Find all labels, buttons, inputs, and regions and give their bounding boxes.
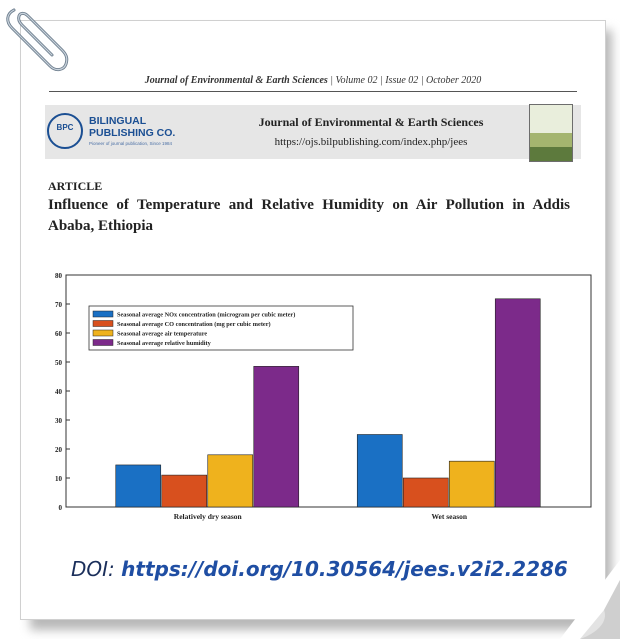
bar-2-1	[356, 434, 403, 508]
logo-circle-icon	[47, 113, 83, 149]
banner-journal-title: Journal of Environmental & Earth Science…	[258, 115, 484, 129]
y-tick-label: 70	[55, 301, 63, 309]
running-header: Journal of Environmental & Earth Science…	[21, 75, 605, 86]
bar-1-3	[207, 454, 254, 508]
publisher-name-line2: PUBLISHING CO.	[89, 127, 176, 139]
y-tick-label: 60	[55, 330, 63, 338]
legend-entry: Seasonal average air temperature	[117, 331, 207, 338]
publisher-name-line1: BILINGUAL	[89, 115, 147, 127]
journal-url[interactable]: https://ojs.bilpublishing.com/index.php/…	[274, 136, 468, 148]
bar-2-4	[494, 298, 541, 508]
y-tick-label: 20	[55, 446, 63, 454]
category-label: Wet season	[431, 512, 467, 521]
running-header-issue: | Volume 02 | Issue 02 | October 2020	[327, 75, 482, 86]
paperclip-icon	[6, 8, 69, 72]
bar-2-3	[448, 460, 495, 508]
legend-swatch	[92, 320, 114, 327]
category-label: Relatively dry season	[174, 512, 243, 521]
legend-entry: Seasonal average CO concentration (mg pe…	[117, 321, 271, 328]
y-tick-label: 50	[55, 359, 63, 367]
legend-entry: Seasonal average relative humidity	[117, 340, 212, 347]
page-curl-icon	[560, 560, 620, 639]
doi-line: DOI: https://doi.org/10.30564/jees.v2i2.…	[71, 557, 591, 581]
running-header-journal: Journal of Environmental & Earth Science…	[144, 75, 328, 86]
plot-frame	[65, 274, 592, 508]
doi-link[interactable]: https://doi.org/10.30564/jees.v2i2.2286	[121, 557, 568, 581]
journal-cover-thumbnail	[529, 104, 573, 162]
legend-entry: Seasonal average NOx concentration (micr…	[117, 312, 295, 319]
logo-abbrev: BPC	[56, 123, 74, 132]
legend-swatch	[92, 329, 114, 337]
bar-chart: 0 10 20 30 40 50 60 70 80 Relatively dry season W…	[55, 273, 592, 521]
article-title: Influence of Temperature and Relative Hu…	[48, 197, 570, 234]
publisher-logo: BPC BILINGUAL PUBLISHING CO. Pioneer of …	[47, 113, 187, 153]
legend-box	[88, 305, 354, 351]
doi-label: DOI:	[71, 557, 122, 581]
paper-sheet: Journal of Environmental & Earth Science…	[20, 20, 606, 620]
bar-2-2	[402, 477, 449, 508]
legend-swatch	[92, 310, 114, 318]
legend-swatch	[92, 339, 114, 346]
publisher-tagline: Pioneer of journal publication, Since 19…	[89, 141, 173, 146]
bar-1-4	[253, 366, 300, 508]
y-tick-label: 30	[55, 417, 63, 425]
article-type-label: ARTICLE	[48, 179, 103, 193]
bar-1-2	[161, 474, 208, 508]
y-tick-label: 0	[59, 504, 63, 512]
header-rule	[49, 91, 577, 92]
y-tick-label: 40	[55, 388, 63, 396]
y-tick-label: 10	[55, 475, 63, 483]
publisher-name: BILINGUAL PUBLISHING CO.	[89, 115, 175, 139]
bar-1-1	[115, 464, 162, 508]
y-tick-label: 80	[55, 273, 63, 280]
journal-banner	[45, 105, 581, 159]
